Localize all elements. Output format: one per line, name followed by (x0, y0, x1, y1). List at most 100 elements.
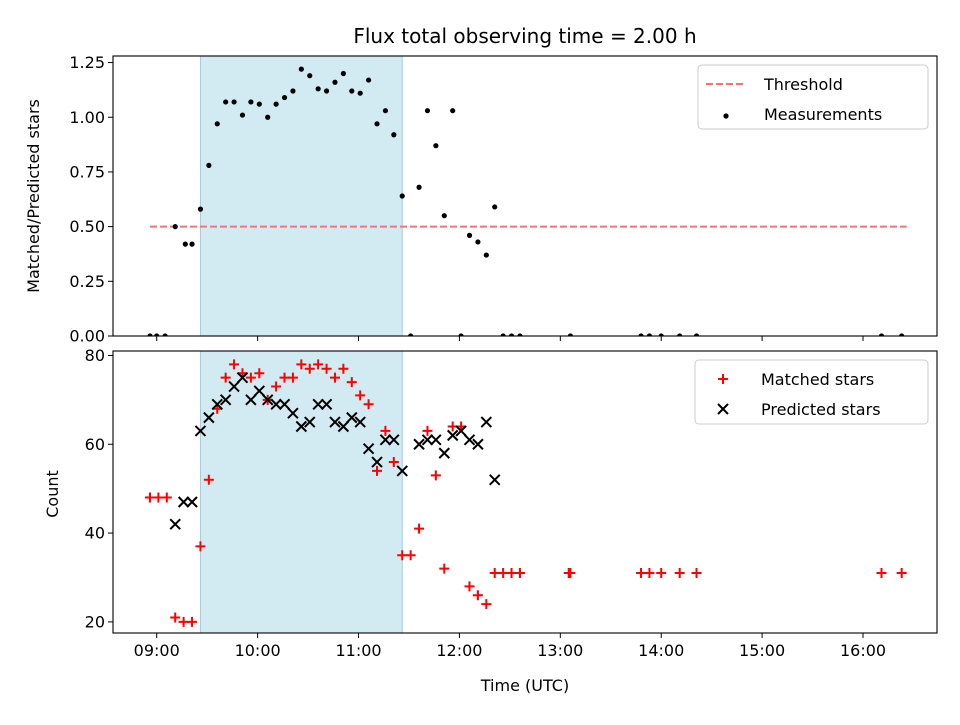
measurement-point (693, 333, 700, 336)
measurement-point (307, 73, 313, 79)
matched-star-marker (876, 568, 887, 579)
matched-star-marker (380, 425, 391, 436)
measurement-point (162, 333, 168, 336)
matched-star-marker (203, 474, 214, 485)
legend-measurement-swatch (723, 113, 729, 119)
matched-star-marker (464, 581, 475, 592)
measurement-point (357, 90, 363, 96)
measurement-point (265, 114, 271, 120)
matched-star-marker (405, 550, 416, 561)
matched-star-marker (271, 381, 282, 392)
predicted-star-marker (194, 425, 207, 437)
matched-star-marker (439, 563, 450, 574)
top-panel: 0.00 0.25 0.50 0.75 1.00 1.25 Threshold Measure… (69, 53, 938, 346)
predicted-star-marker (329, 416, 341, 428)
measurement-point (646, 333, 653, 336)
measurement-point (349, 88, 355, 94)
predicted-star-marker (295, 420, 308, 433)
measurement-point (248, 99, 254, 105)
matched-star-marker (170, 612, 181, 623)
x-tick-label: 12:00 (436, 641, 482, 660)
matched-star-marker (430, 470, 441, 481)
matched-star-marker (153, 492, 164, 503)
measurement-point (323, 88, 330, 94)
y-tick-label: 20 (85, 612, 105, 631)
matched-star-marker (565, 568, 576, 579)
predicted-star-marker (472, 438, 484, 450)
measurement-point (298, 66, 304, 72)
legend-box (697, 64, 929, 130)
measurement-point (399, 193, 405, 199)
predicted-star-marker (346, 411, 358, 424)
legend-label: Measurements (764, 105, 882, 124)
legend-label: Threshold (763, 75, 843, 94)
plot-area (144, 351, 907, 633)
y-tick-label: 60 (85, 435, 105, 454)
matched-star-marker (187, 616, 198, 627)
y-tick-label: 80 (85, 346, 105, 365)
matched-star-marker (498, 568, 509, 579)
bottom-panel: 20 40 60 80 09:00 10:00 11:00 12:00 13:00 14:00 15… (85, 346, 938, 660)
measurement-point (450, 108, 456, 114)
measurement-point (256, 101, 262, 107)
measurement-point (197, 206, 204, 212)
x-tick-label: 14:00 (638, 641, 684, 660)
legend-label: Matched stars (761, 370, 874, 389)
matched-star-marker (674, 568, 685, 579)
observing-window-band (199, 56, 403, 336)
matched-star-marker (279, 372, 290, 383)
y-tick-label: 1.25 (69, 53, 105, 72)
matched-star-marker (144, 492, 155, 503)
measurement-point (182, 241, 188, 247)
matched-star-marker (489, 568, 500, 579)
matched-star-marker (178, 616, 189, 627)
measurement-point (214, 121, 220, 127)
predicted-star-marker (379, 434, 392, 446)
predicted-star-marker (438, 447, 450, 459)
predicted-star-marker (320, 398, 333, 410)
measurement-point (332, 79, 338, 85)
predicted-star-marker (262, 394, 274, 406)
measurement-point (206, 162, 212, 168)
predicted-star-marker (304, 416, 316, 428)
observing-window-band (199, 351, 403, 633)
measurement-point (172, 224, 178, 230)
predicted-star-marker (278, 398, 291, 410)
matched-star-marker (313, 359, 324, 370)
matched-star-marker (514, 568, 525, 579)
measurement-point (638, 333, 644, 336)
predicted-star-marker (430, 434, 442, 446)
measurement-point (424, 108, 431, 114)
measurement-point (508, 333, 515, 336)
matched-star-marker (329, 372, 340, 383)
matched-star-marker (481, 599, 492, 610)
axes-frame (112, 350, 938, 634)
measurement-point (567, 333, 574, 336)
x-tick-label: 13:00 (537, 641, 583, 660)
measurement-point (223, 99, 229, 105)
measurement-point (391, 132, 397, 138)
predicted-star-marker (245, 394, 257, 406)
measurement-point (154, 333, 160, 336)
predicted-star-marker (211, 398, 223, 410)
axes-frame (112, 55, 938, 337)
matched-star-marker (656, 568, 667, 579)
predicted-star-marker (489, 474, 501, 486)
x-tick-label: 10:00 (235, 641, 281, 660)
predicted-star-marker (186, 496, 198, 508)
predicted-star-marker (362, 442, 375, 455)
predicted-star-marker (203, 411, 215, 424)
matched-star-marker (422, 425, 433, 436)
y-tick-label: 0.75 (69, 162, 105, 181)
x-tick-label: 15:00 (739, 641, 785, 660)
measurement-point (382, 108, 389, 114)
predicted-star-marker (463, 434, 476, 446)
matched-star-marker (338, 363, 349, 374)
predicted-star-marker (421, 434, 434, 446)
matched-star-marker (229, 359, 240, 370)
predicted-star-marker (177, 496, 190, 508)
y-tick-label: 40 (85, 524, 105, 543)
matched-star-marker (195, 541, 206, 552)
measurement-point (408, 333, 414, 336)
